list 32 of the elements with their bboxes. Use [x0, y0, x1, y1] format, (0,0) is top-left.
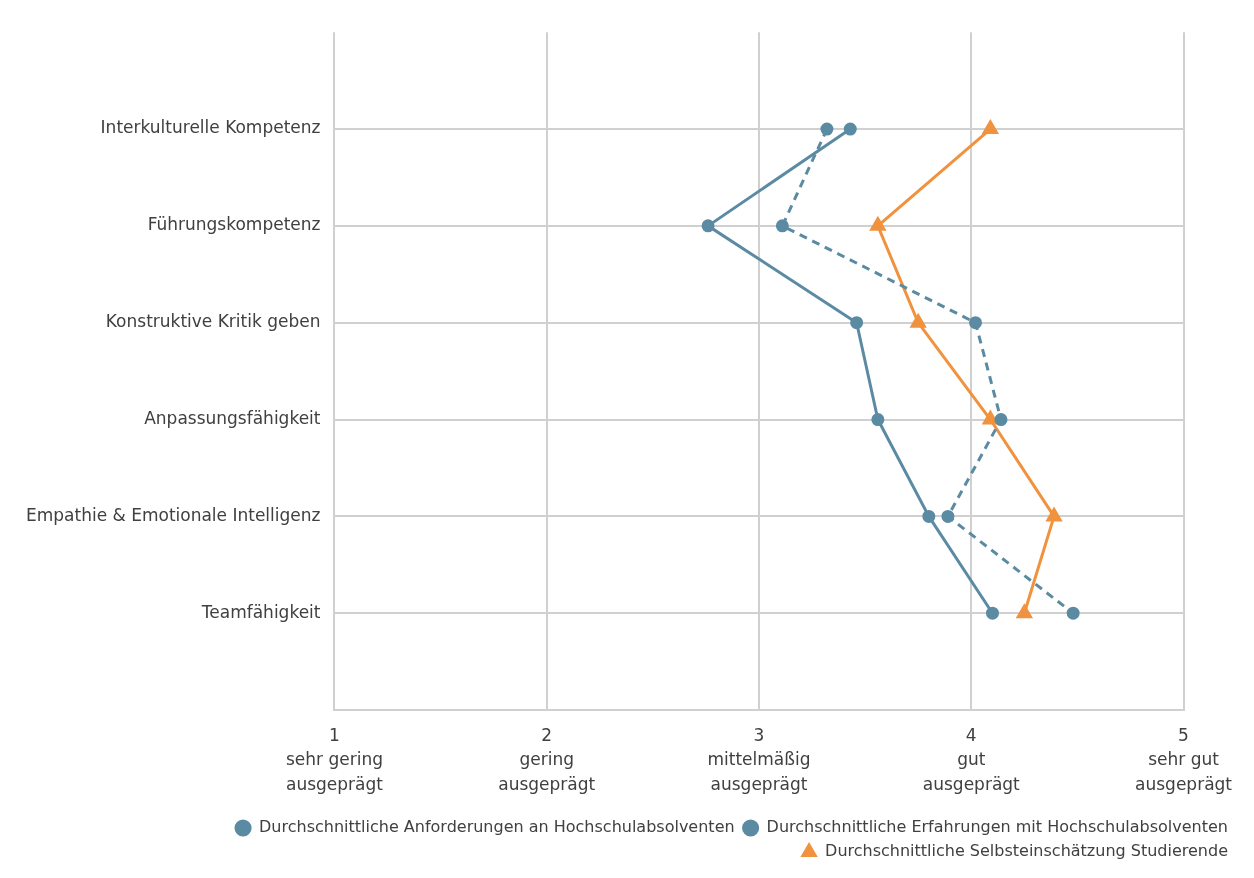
point: [910, 314, 926, 328]
point: [941, 509, 955, 523]
point: [985, 606, 999, 620]
point: [775, 219, 789, 233]
point: [850, 316, 864, 330]
point: [820, 122, 834, 136]
point: [922, 509, 936, 523]
x-tick-label: 5 sehr gut ausgeprägt: [1135, 724, 1233, 795]
point: [701, 219, 715, 233]
point: [994, 413, 1008, 427]
point: [1046, 507, 1062, 522]
point: [1066, 606, 1080, 620]
x-tick-label: 3 mittelmäßig ausgeprägt: [707, 724, 811, 795]
y-tick-label: Führungskompetenz: [147, 214, 321, 235]
x-tick-label: 4 gut ausgeprägt: [922, 724, 1021, 795]
point: [1016, 604, 1032, 619]
x-tick-label: 1 sehr gering ausgeprägt: [285, 724, 384, 795]
point: [871, 413, 885, 427]
point: [982, 411, 998, 425]
point: [843, 122, 857, 136]
y-tick-label: Konstruktive Kritik geben: [105, 311, 321, 332]
point: [982, 120, 998, 135]
y-tick-label: Interkulturelle Kompetenz: [100, 117, 321, 138]
point: [969, 316, 983, 330]
y-tick-label: Empathie & Emotionale Intelligenz: [26, 504, 321, 525]
x-tick-label: 2 gering ausgeprägt: [498, 724, 596, 795]
y-tick-label: Teamfähigkeit: [200, 601, 321, 622]
legend-label: Durchschnittliche Anforderungen an Hochschulabsolventen: [259, 817, 735, 837]
legend-label: Durchschnittliche Erfahrungen mit Hochschulabsolventen: [766, 817, 1228, 837]
y-tick-label: Anpassungsfähigkeit: [144, 407, 321, 428]
point: [870, 217, 886, 231]
legend-label: Durchschnittliche Selbsteinschätzung Studierende: [825, 841, 1229, 861]
